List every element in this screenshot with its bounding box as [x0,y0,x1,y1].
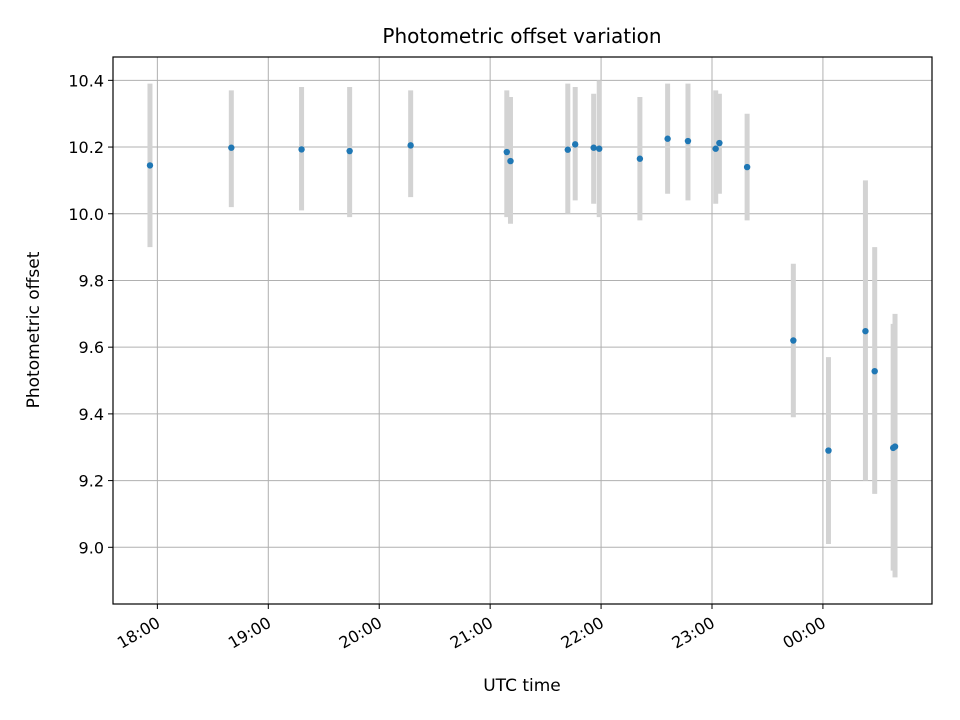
data-point [862,327,869,335]
y-tick-label: 10.4 [68,71,104,90]
data-point [596,145,603,152]
data-point [684,137,692,145]
data-point [891,443,899,450]
data-point [743,163,751,171]
data-point [712,145,719,152]
data-point [716,139,723,147]
y-tick-label: 9.4 [79,405,104,424]
y-tick-label: 9.6 [79,338,104,357]
data-point [298,146,305,153]
data-point [503,148,510,156]
x-axis-label: UTC time [483,676,561,696]
data-point [871,367,878,375]
data-points [146,135,899,454]
data-point [346,147,353,155]
data-point [590,144,597,151]
y-axis-ticks: 9.0 9.2 9.4 9.6 9.8 10.0 10.2 10.4 [68,71,113,557]
data-point [825,447,832,454]
data-point [146,162,154,169]
y-tick-label: 9.8 [79,271,104,290]
data-point [564,146,571,153]
y-tick-label: 10.2 [68,138,104,157]
data-point [228,144,235,151]
y-tick-label: 9.0 [79,538,104,557]
y-tick-label: 10.0 [68,205,104,224]
data-point [407,142,414,149]
y-axis-label: Photometric offset [24,251,44,408]
plot-frame [112,56,933,605]
data-point [571,141,579,148]
data-point [790,337,797,344]
data-point [636,155,644,162]
data-point [507,157,514,165]
grid [113,57,932,604]
y-tick-label: 9.2 [79,472,104,491]
chart-title: Photometric offset variation [382,24,661,48]
data-point [664,135,671,142]
